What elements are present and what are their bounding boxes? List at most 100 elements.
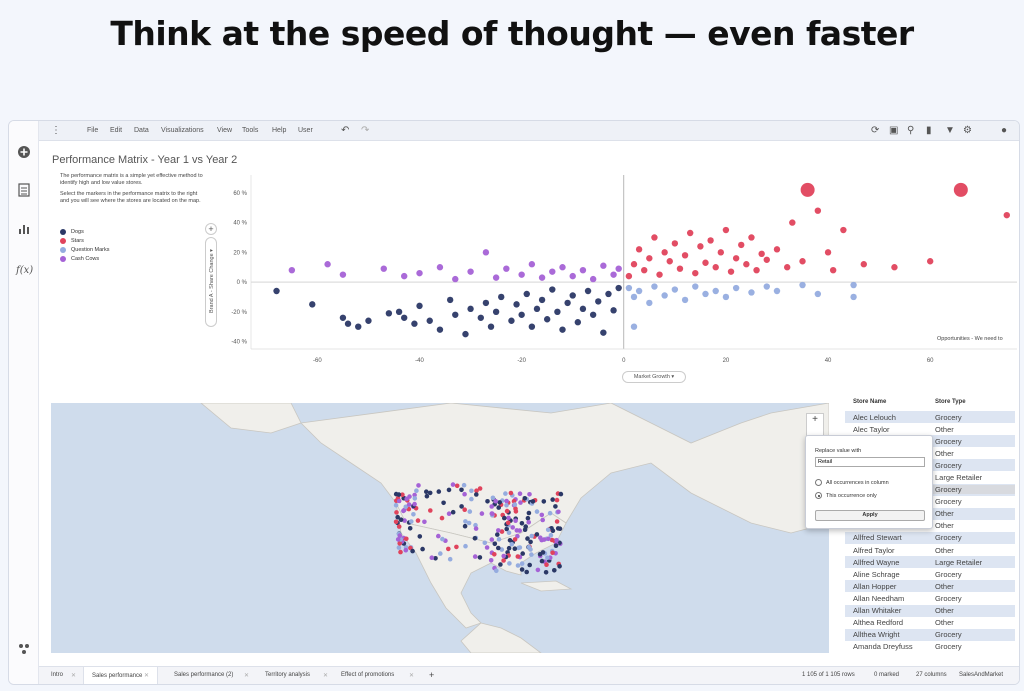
radio-this[interactable] (815, 492, 822, 499)
store-marker[interactable] (472, 554, 478, 559)
store-marker[interactable] (553, 504, 558, 509)
column-header-store-type[interactable]: Store Type (935, 399, 966, 405)
store-marker[interactable] (395, 514, 401, 520)
data-point-dogs[interactable] (467, 305, 474, 313)
data-point-cash-cows[interactable] (339, 271, 347, 278)
data-point-stars[interactable] (697, 243, 704, 250)
data-point-cash-cows[interactable] (610, 271, 617, 278)
store-marker[interactable] (535, 567, 541, 573)
data-point-dogs[interactable] (385, 310, 393, 317)
store-marker[interactable] (526, 510, 532, 516)
data-point-dogs[interactable] (273, 287, 280, 295)
store-marker[interactable] (557, 564, 562, 569)
store-marker[interactable] (527, 492, 532, 497)
store-marker[interactable] (554, 519, 560, 524)
data-point-cash-cows[interactable] (549, 268, 556, 275)
data-point-stars[interactable] (784, 264, 791, 271)
data-point-dogs[interactable] (595, 298, 602, 305)
store-marker[interactable] (463, 519, 468, 524)
data-point-stars[interactable] (692, 269, 699, 277)
radio-all[interactable] (815, 479, 822, 486)
store-marker[interactable] (407, 526, 413, 531)
data-point-stars[interactable] (860, 261, 867, 268)
data-point-dogs[interactable] (610, 307, 617, 314)
store-marker[interactable] (530, 499, 536, 504)
tab-territory-analysis[interactable]: Territory analysis (265, 672, 311, 678)
store-marker[interactable] (440, 536, 445, 542)
data-point-dogs[interactable] (426, 317, 433, 324)
store-marker[interactable] (466, 520, 472, 526)
store-marker[interactable] (396, 524, 402, 529)
store-marker[interactable] (539, 512, 545, 518)
store-marker[interactable] (522, 496, 528, 501)
store-marker[interactable] (485, 499, 490, 504)
store-marker[interactable] (450, 509, 456, 515)
store-type-cell[interactable]: Grocery (935, 630, 962, 640)
data-point-dogs[interactable] (589, 311, 597, 318)
data-point-dogs[interactable] (411, 320, 418, 327)
data-point-cash-cows[interactable] (380, 265, 387, 272)
table-row[interactable]: Alfred Taylor Other (845, 544, 1015, 556)
store-marker[interactable] (517, 528, 522, 533)
close-icon[interactable]: ✕ (144, 673, 150, 679)
menu-view[interactable]: View (217, 127, 233, 134)
store-marker[interactable] (528, 539, 533, 545)
chart-icon[interactable] (16, 223, 32, 239)
data-point-dogs[interactable] (436, 326, 444, 333)
data-point-question-marks[interactable] (763, 283, 770, 290)
data-point-stars[interactable] (646, 255, 653, 262)
data-point-question-marks[interactable] (630, 323, 638, 330)
data-point-cash-cows[interactable] (528, 261, 536, 268)
store-marker[interactable] (454, 544, 459, 550)
store-marker[interactable] (436, 533, 441, 539)
store-marker[interactable] (469, 488, 474, 494)
store-marker[interactable] (393, 502, 399, 508)
filter-icon[interactable]: ▼ (945, 125, 955, 136)
store-marker[interactable] (400, 492, 405, 497)
store-marker[interactable] (463, 543, 468, 549)
store-type-cell[interactable]: Other (935, 618, 954, 628)
store-marker[interactable] (439, 515, 445, 521)
store-marker[interactable] (558, 491, 564, 497)
data-point-question-marks[interactable] (850, 293, 857, 301)
store-type-cell[interactable]: Grocery (935, 460, 962, 470)
data-point-dogs[interactable] (554, 308, 561, 316)
store-marker[interactable] (398, 517, 404, 522)
store-name-cell[interactable]: Allan Whitaker (853, 606, 902, 616)
data-point-dogs[interactable] (508, 317, 515, 324)
store-marker[interactable] (496, 545, 501, 551)
store-marker[interactable] (393, 519, 399, 525)
store-marker[interactable] (504, 526, 510, 532)
add-tab-icon[interactable]: + (429, 670, 435, 680)
store-marker[interactable] (482, 540, 488, 546)
store-type-cell[interactable]: Other (935, 521, 954, 531)
store-marker[interactable] (454, 483, 460, 489)
data-point-dogs[interactable] (365, 317, 372, 324)
data-point-stars[interactable] (625, 272, 633, 280)
store-marker[interactable] (496, 505, 502, 510)
store-marker[interactable] (541, 537, 547, 542)
store-marker[interactable] (496, 537, 502, 542)
store-marker[interactable] (525, 515, 531, 521)
menu-tools[interactable]: Tools (242, 127, 259, 134)
tab-effect-of-promotions[interactable]: Effect of promotions (341, 672, 395, 678)
store-marker[interactable] (398, 549, 403, 555)
data-point-question-marks[interactable] (850, 281, 857, 289)
store-marker[interactable] (527, 562, 532, 568)
store-marker[interactable] (550, 497, 555, 502)
store-marker[interactable] (494, 568, 499, 574)
tab-sales-performance[interactable]: Sales performance ✕ (83, 667, 159, 684)
menu-data[interactable]: Data (134, 127, 149, 134)
store-marker[interactable] (501, 553, 507, 559)
store-marker[interactable] (509, 542, 515, 547)
data-point-dogs[interactable] (446, 296, 454, 304)
store-marker[interactable] (459, 504, 464, 509)
data-point-stars[interactable] (763, 256, 770, 263)
data-source[interactable]: SalesAndMarket (959, 672, 1004, 678)
store-marker[interactable] (529, 552, 534, 557)
data-point-dogs[interactable] (579, 305, 587, 313)
data-point-cash-cows[interactable] (538, 274, 546, 281)
table-row[interactable]: Allfred Wayne Large Retailer (845, 556, 1015, 569)
bookmark-icon[interactable]: ▮ (926, 125, 932, 136)
store-marker[interactable] (504, 502, 509, 508)
